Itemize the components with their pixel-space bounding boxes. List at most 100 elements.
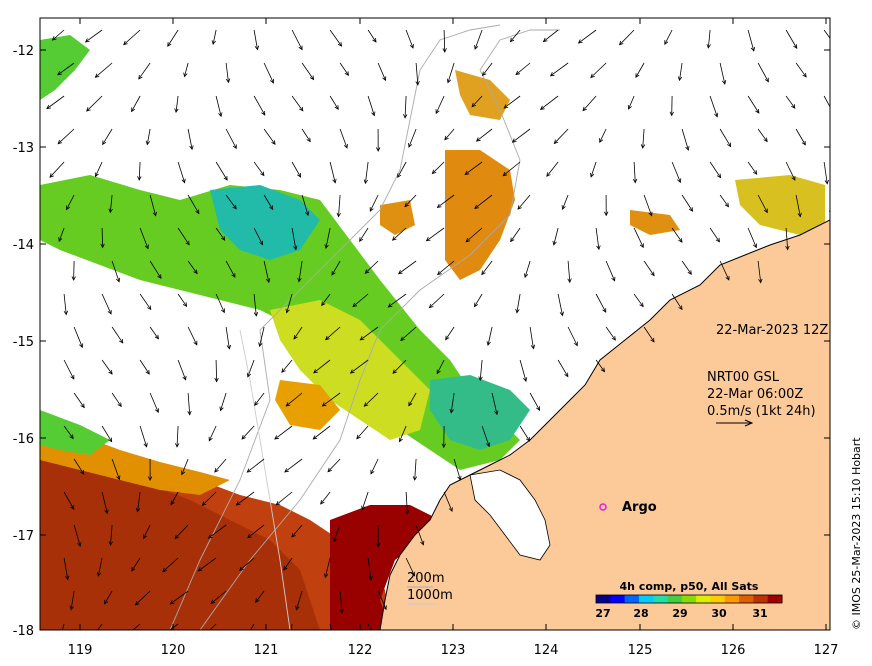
current-vector-head xyxy=(714,112,719,118)
current-vector-head xyxy=(108,437,113,443)
current-vector-head xyxy=(349,369,355,374)
current-vector-head xyxy=(632,178,638,184)
current-vector xyxy=(225,128,237,149)
current-vector-head xyxy=(553,139,559,145)
current-vector xyxy=(633,293,644,307)
current-vector-head xyxy=(332,641,336,645)
current-vector xyxy=(225,62,229,83)
current-vector-head xyxy=(542,37,548,43)
current-vector xyxy=(291,524,303,538)
current-vector-head xyxy=(824,179,829,185)
current-vector xyxy=(49,161,65,178)
current-vector-head xyxy=(182,302,188,308)
current-vector-head xyxy=(108,541,113,546)
current-vector xyxy=(61,623,65,630)
current-vector-head xyxy=(92,634,96,638)
current-vector xyxy=(274,425,293,440)
current-vector-head xyxy=(436,369,441,375)
current-vector xyxy=(529,392,540,411)
current-vector-head xyxy=(332,537,337,543)
current-vector xyxy=(259,326,265,347)
current-vector xyxy=(397,161,407,178)
current-vector-head xyxy=(57,71,62,76)
current-vector xyxy=(215,227,226,241)
current-vector-head xyxy=(502,171,508,177)
current-vector-head xyxy=(409,43,414,49)
colorbar-swatch xyxy=(767,595,783,603)
current-vector-head xyxy=(382,76,387,82)
sst-region-green-west xyxy=(40,410,110,455)
current-vector xyxy=(605,260,616,281)
current-vector-head xyxy=(167,42,172,47)
current-vector xyxy=(550,62,569,77)
current-vector xyxy=(681,260,692,275)
sst-region-orange-ne2 xyxy=(455,70,510,120)
current-vector xyxy=(101,293,112,315)
current-vector xyxy=(633,227,644,248)
current-vector xyxy=(246,458,265,473)
current-vector xyxy=(70,590,75,610)
axis-tick-marks xyxy=(40,18,830,631)
sst-region-orange-patches xyxy=(275,380,340,430)
current-vector-head xyxy=(758,278,763,284)
current-vector-head xyxy=(134,600,140,606)
current-vector-head xyxy=(131,107,136,113)
current-vector-head xyxy=(715,237,720,243)
current-vector xyxy=(63,557,69,580)
current-vector xyxy=(338,194,341,217)
current-vector-head xyxy=(131,566,136,572)
current-vector-head xyxy=(724,202,729,208)
current-vector-head xyxy=(269,205,274,211)
current-vector-head xyxy=(298,45,303,51)
current-vector xyxy=(360,326,379,341)
current-vector-head xyxy=(189,145,194,151)
current-vector-head xyxy=(332,178,337,184)
x-tick-label: 119 xyxy=(68,643,93,658)
current-vector xyxy=(331,260,341,276)
current-vector xyxy=(671,293,683,310)
current-vector-head xyxy=(187,410,192,416)
sst-region-teal-mid xyxy=(430,375,530,450)
current-vector-head xyxy=(503,104,509,109)
sst-region-orange-ne3 xyxy=(380,200,415,235)
current-vector xyxy=(369,194,379,212)
colorbar xyxy=(595,594,783,604)
current-vector xyxy=(187,194,200,214)
current-vector-head xyxy=(549,72,555,77)
current-vector xyxy=(253,293,257,316)
current-vector-head xyxy=(232,204,237,210)
current-vector-head xyxy=(561,205,566,210)
current-vector-head xyxy=(254,45,260,51)
current-vector-head xyxy=(63,310,69,316)
current-vector xyxy=(263,194,274,210)
current-vector-head xyxy=(100,243,105,249)
current-vector xyxy=(184,62,189,77)
scale-arrow xyxy=(716,419,754,427)
current-vector xyxy=(73,524,81,547)
current-vector-head xyxy=(211,40,216,46)
current-vector-head xyxy=(208,436,213,442)
current-vector-head xyxy=(145,369,150,375)
current-vector xyxy=(543,29,559,42)
current-vector-head xyxy=(449,408,454,414)
current-vector-head xyxy=(753,243,758,249)
current-vector-head xyxy=(559,311,564,317)
current-vector xyxy=(293,326,303,340)
current-vector xyxy=(582,95,597,111)
current-vector xyxy=(143,524,151,539)
current-vector xyxy=(595,359,605,372)
current-vector xyxy=(444,128,455,141)
current-vector-head xyxy=(763,208,768,214)
current-vector-head xyxy=(323,573,329,579)
current-vector xyxy=(443,29,446,52)
y-tick-label: -12 xyxy=(13,44,34,59)
current-vector xyxy=(557,293,563,316)
current-vector-head xyxy=(474,204,479,209)
current-vector-head xyxy=(465,237,471,243)
current-vector-head xyxy=(494,410,499,416)
current-vector xyxy=(415,524,424,545)
current-vector xyxy=(481,425,490,447)
current-vector-head xyxy=(287,641,291,645)
sst-region-darkred-coast xyxy=(330,505,440,630)
current-vector-head xyxy=(404,202,409,208)
